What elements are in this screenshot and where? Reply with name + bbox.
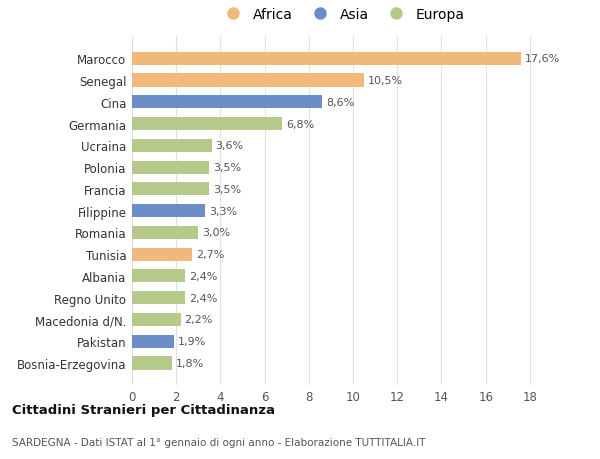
Bar: [132, 226, 199, 240]
Bar: [132, 53, 521, 66]
Bar: [132, 205, 205, 218]
Text: 1,8%: 1,8%: [176, 358, 204, 368]
Text: 3,5%: 3,5%: [214, 162, 241, 173]
Text: SARDEGNA - Dati ISTAT al 1° gennaio di ogni anno - Elaborazione TUTTITALIA.IT: SARDEGNA - Dati ISTAT al 1° gennaio di o…: [12, 437, 425, 447]
Bar: [132, 291, 185, 304]
Bar: [132, 357, 172, 369]
Text: 6,8%: 6,8%: [286, 119, 314, 129]
Bar: [132, 183, 209, 196]
Bar: [132, 118, 283, 131]
Text: 2,2%: 2,2%: [185, 315, 213, 325]
Text: 1,9%: 1,9%: [178, 336, 206, 347]
Text: 3,6%: 3,6%: [215, 141, 244, 151]
Text: 2,7%: 2,7%: [196, 250, 224, 260]
Text: 3,3%: 3,3%: [209, 206, 237, 216]
Legend: Africa, Asia, Europa: Africa, Asia, Europa: [215, 4, 469, 26]
Bar: [132, 74, 364, 87]
Text: Cittadini Stranieri per Cittadinanza: Cittadini Stranieri per Cittadinanza: [12, 403, 275, 416]
Text: 17,6%: 17,6%: [525, 54, 560, 64]
Text: 8,6%: 8,6%: [326, 98, 355, 107]
Text: 3,5%: 3,5%: [214, 185, 241, 195]
Bar: [132, 96, 322, 109]
Bar: [132, 270, 185, 283]
Text: 10,5%: 10,5%: [368, 76, 403, 86]
Text: 2,4%: 2,4%: [189, 293, 217, 303]
Bar: [132, 335, 174, 348]
Bar: [132, 248, 191, 261]
Bar: [132, 161, 209, 174]
Text: 3,0%: 3,0%: [202, 228, 230, 238]
Bar: [132, 140, 212, 152]
Text: 2,4%: 2,4%: [189, 271, 217, 281]
Bar: [132, 313, 181, 326]
